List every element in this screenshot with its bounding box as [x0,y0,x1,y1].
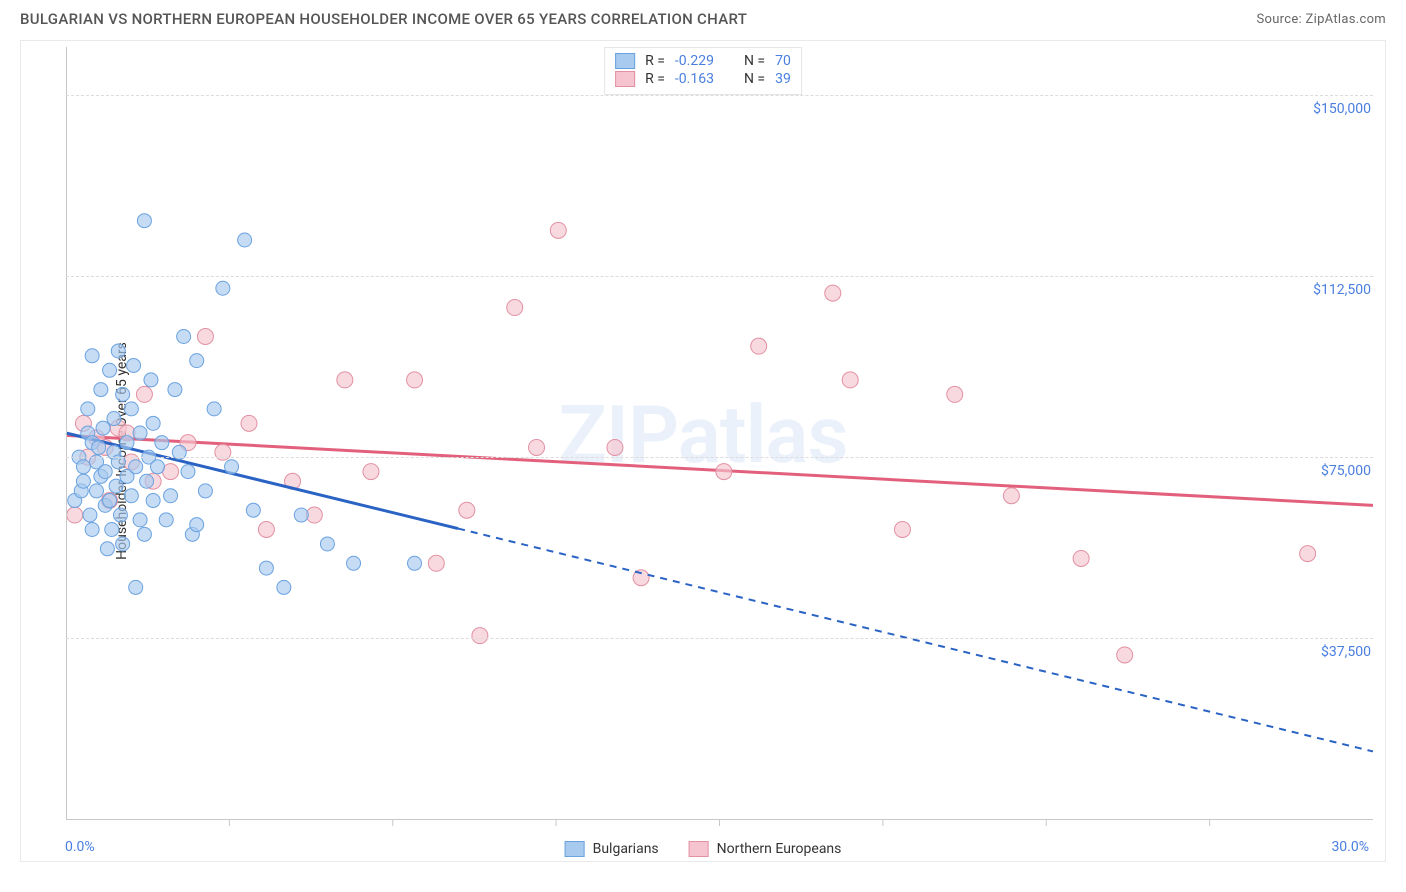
x-axis-max-label: 30.0% [1331,839,1369,855]
legend-label: Bulgarians [593,841,659,857]
stat-r-label: R = [645,71,665,87]
y-tick-label: $150,000 [1313,101,1371,117]
stat-n-value: 70 [775,53,791,69]
legend-label: Northern Europeans [717,841,842,857]
y-axis-line [66,47,67,819]
stat-n-label: N = [744,71,765,87]
scatter-plot [21,41,1385,861]
source-label: Source: ZipAtlas.com [1256,12,1386,27]
chart-area: Householder Income Over 65 years ZIPatla… [20,40,1386,862]
y-tick-label: $37,500 [1321,644,1371,660]
legend-stats-row: R = -0.229 N = 70 [615,52,791,70]
swatch-northern-europeans [689,841,709,857]
legend-stats-box: R = -0.229 N = 70 R = -0.163 N = 39 [604,47,802,95]
gridline [66,276,1373,277]
gridline [66,457,1373,458]
y-tick-label: $112,500 [1313,282,1371,298]
y-tick-label: $75,000 [1321,463,1371,479]
swatch-northern-europeans [615,71,635,87]
stat-r-value: -0.229 [675,53,714,69]
legend-item-bulgarians: Bulgarians [565,841,659,857]
swatch-bulgarians [615,53,635,69]
legend-item-northern-europeans: Northern Europeans [689,841,842,857]
stat-r-label: R = [645,53,665,69]
stat-n-value: 39 [775,71,791,87]
legend-stats-row: R = -0.163 N = 39 [615,70,791,88]
stat-r-value: -0.163 [675,71,714,87]
bottom-legend: Bulgarians Northern Europeans [565,841,842,857]
x-axis-min-label: 0.0% [65,839,95,855]
stat-n-label: N = [744,53,765,69]
swatch-bulgarians [565,841,585,857]
x-axis-line [66,819,1373,820]
gridline [66,638,1373,639]
gridline [66,95,1373,96]
chart-title: BULGARIAN VS NORTHERN EUROPEAN HOUSEHOLD… [20,10,747,28]
title-bar: BULGARIAN VS NORTHERN EUROPEAN HOUSEHOLD… [0,0,1406,34]
